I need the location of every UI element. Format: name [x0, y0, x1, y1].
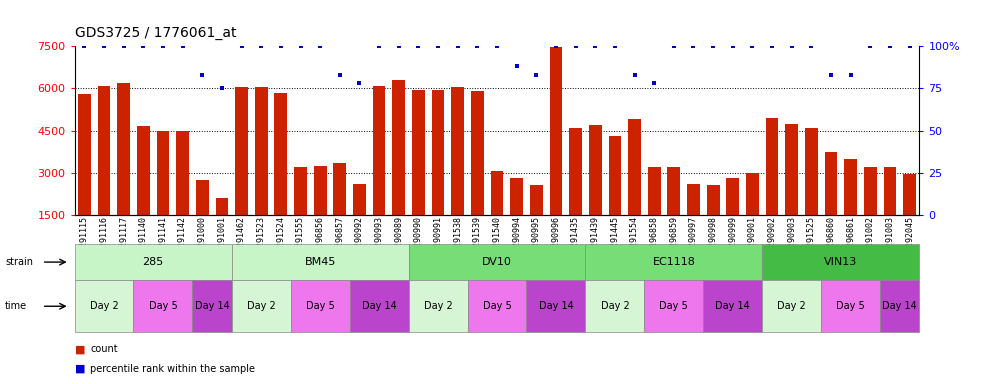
- Bar: [216, 198, 229, 215]
- Bar: [314, 166, 327, 215]
- Bar: [97, 86, 110, 215]
- Bar: [570, 128, 581, 215]
- Text: Day 2: Day 2: [600, 301, 629, 311]
- Bar: [765, 118, 778, 215]
- Text: Day 2: Day 2: [777, 301, 806, 311]
- Bar: [274, 93, 287, 215]
- Text: time: time: [5, 301, 27, 311]
- Text: Day 2: Day 2: [247, 301, 275, 311]
- Text: EC1118: EC1118: [652, 257, 695, 267]
- Bar: [294, 167, 307, 215]
- Text: ■: ■: [75, 364, 85, 374]
- Bar: [884, 167, 897, 215]
- Bar: [333, 163, 346, 215]
- Bar: [254, 87, 267, 215]
- Bar: [491, 171, 503, 215]
- Bar: [451, 87, 464, 215]
- Bar: [137, 126, 150, 215]
- Bar: [196, 180, 209, 215]
- Bar: [667, 167, 680, 215]
- Bar: [825, 152, 837, 215]
- Text: 285: 285: [142, 257, 164, 267]
- Text: count: count: [90, 344, 118, 354]
- Text: Day 5: Day 5: [483, 301, 511, 311]
- Text: strain: strain: [5, 257, 33, 267]
- Bar: [588, 125, 601, 215]
- Bar: [608, 136, 621, 215]
- Text: Day 5: Day 5: [306, 301, 335, 311]
- Bar: [785, 124, 798, 215]
- Bar: [628, 119, 641, 215]
- Text: Day 14: Day 14: [716, 301, 750, 311]
- Text: DV10: DV10: [482, 257, 512, 267]
- Bar: [510, 179, 523, 215]
- Bar: [373, 86, 386, 215]
- Bar: [648, 167, 661, 215]
- Text: Day 14: Day 14: [539, 301, 574, 311]
- Bar: [393, 80, 406, 215]
- Bar: [746, 173, 758, 215]
- Bar: [236, 87, 248, 215]
- Bar: [78, 94, 90, 215]
- Bar: [687, 184, 700, 215]
- Text: Day 14: Day 14: [195, 301, 230, 311]
- Text: Day 2: Day 2: [89, 301, 118, 311]
- Bar: [727, 179, 740, 215]
- Bar: [117, 83, 130, 215]
- Text: GDS3725 / 1776061_at: GDS3725 / 1776061_at: [75, 26, 236, 40]
- Bar: [530, 185, 543, 215]
- Bar: [157, 131, 169, 215]
- Bar: [353, 184, 366, 215]
- Bar: [904, 174, 916, 215]
- Bar: [413, 90, 424, 215]
- Text: Day 5: Day 5: [659, 301, 688, 311]
- Text: Day 14: Day 14: [883, 301, 917, 311]
- Text: BM45: BM45: [304, 257, 336, 267]
- Text: VIN13: VIN13: [824, 257, 858, 267]
- Bar: [864, 167, 877, 215]
- Bar: [844, 159, 857, 215]
- Bar: [550, 48, 563, 215]
- Text: Day 2: Day 2: [423, 301, 452, 311]
- Bar: [431, 90, 444, 215]
- Text: Day 5: Day 5: [148, 301, 177, 311]
- Bar: [176, 131, 189, 215]
- Text: percentile rank within the sample: percentile rank within the sample: [90, 364, 255, 374]
- Bar: [471, 91, 484, 215]
- Text: Day 5: Day 5: [836, 301, 865, 311]
- Text: Day 14: Day 14: [362, 301, 397, 311]
- Bar: [805, 128, 818, 215]
- Text: ■: ■: [75, 344, 85, 354]
- Bar: [707, 185, 720, 215]
